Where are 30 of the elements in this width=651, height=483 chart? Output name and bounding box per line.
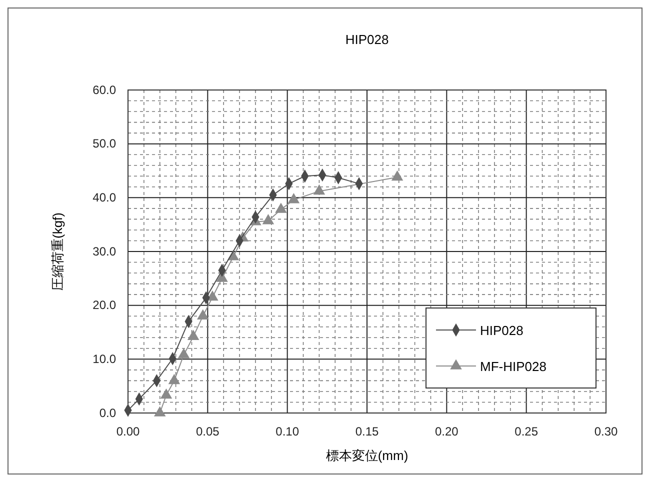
x-tick-label: 0.20 <box>434 424 459 439</box>
point <box>197 309 209 320</box>
point <box>275 202 287 213</box>
x-tick-label: 0.15 <box>355 424 379 439</box>
point <box>391 170 404 181</box>
y-tick-label: 10.0 <box>92 352 116 366</box>
y-tick-label: 20.0 <box>92 298 116 312</box>
x-tick-label: 0.10 <box>276 424 300 439</box>
y-axis-title: 圧縮荷重(kgf) <box>50 212 65 290</box>
x-tick-label: 0.05 <box>196 424 220 439</box>
point <box>187 330 200 340</box>
chart-title: HIP028 <box>345 32 389 47</box>
y-tick-label: 30.0 <box>92 244 116 258</box>
x-axis-title: 標本変位(mm) <box>326 448 408 463</box>
point <box>313 184 326 195</box>
legend-label: HIP028 <box>480 323 524 338</box>
point <box>288 193 300 204</box>
point <box>262 214 274 224</box>
x-tick-label: 0.30 <box>594 424 618 439</box>
y-tick-label: 0.0 <box>99 406 116 420</box>
y-tick-label: 40.0 <box>92 190 116 205</box>
y-tick-label: 50.0 <box>92 136 116 151</box>
point <box>154 406 166 416</box>
y-tick-label: 60.0 <box>92 82 116 97</box>
point <box>168 374 180 384</box>
x-tick-label: 0.25 <box>514 424 538 439</box>
point <box>178 348 190 358</box>
legend-label: MF-HIP028 <box>480 359 546 374</box>
point <box>160 388 172 399</box>
x-tick-label: 0.00 <box>116 424 140 439</box>
